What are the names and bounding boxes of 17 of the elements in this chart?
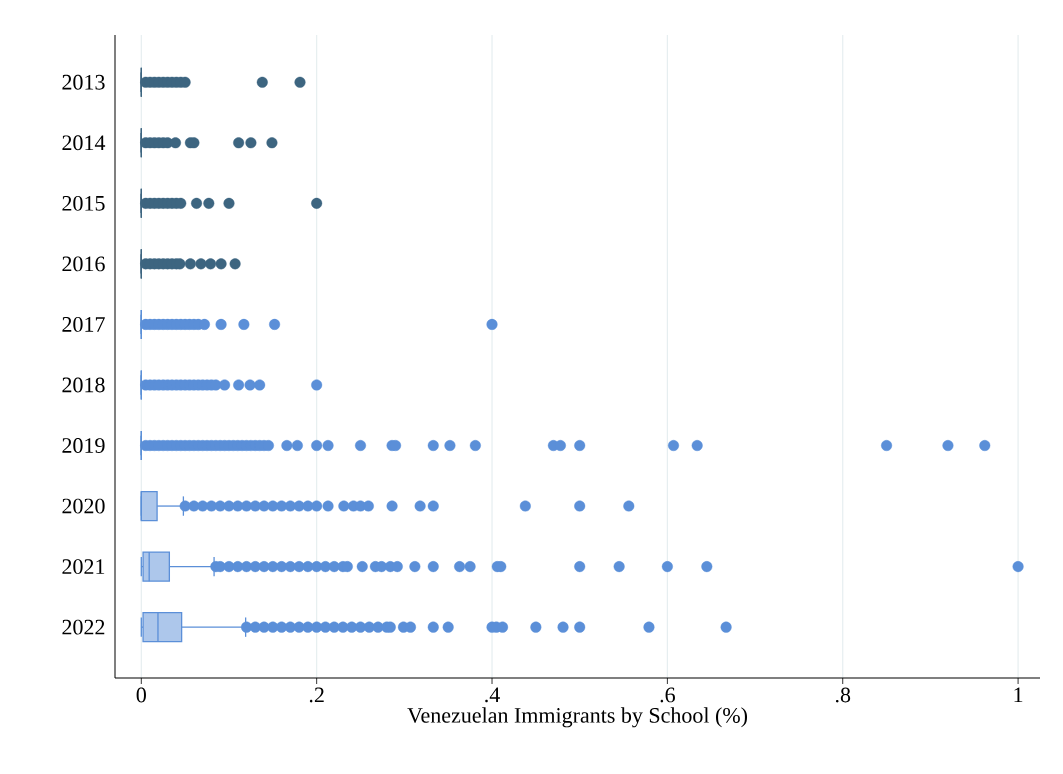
- x-tick-label: .8: [835, 687, 851, 703]
- y-tick-label: 2013: [62, 74, 105, 90]
- y-tick-label: 2020: [62, 498, 105, 514]
- y-tick-label: 2016: [62, 256, 105, 272]
- y-tick-label: 2015: [62, 195, 105, 211]
- y-tick-label: 2022: [62, 619, 105, 635]
- y-tick-label: 2021: [62, 559, 105, 575]
- x-tick-label: .2: [309, 687, 324, 703]
- y-tick-label: 2019: [62, 438, 105, 453]
- x-axis-title: Venezuelan Immigrants by School (%): [407, 707, 748, 728]
- x-tick-label: 1: [1014, 687, 1023, 703]
- y-tick-label: 2018: [62, 377, 105, 393]
- y-tick-label: 2017: [62, 316, 105, 332]
- x-tick-label: .4: [485, 687, 500, 703]
- x-tick-label: 0: [136, 687, 146, 703]
- x-tick-label: .6: [660, 687, 675, 703]
- y-tick-label: 2014: [62, 135, 106, 151]
